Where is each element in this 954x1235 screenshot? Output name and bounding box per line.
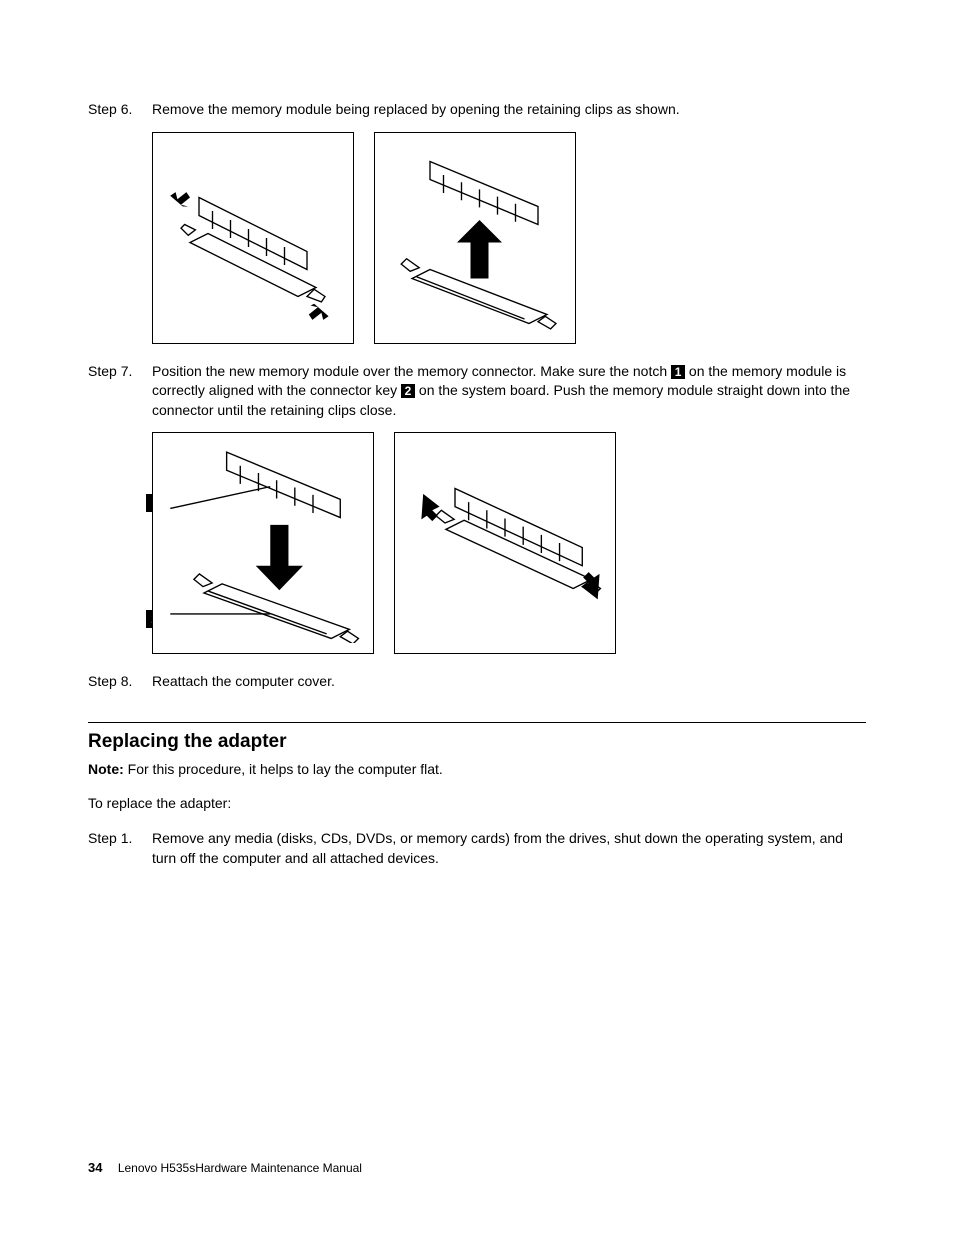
note-label: Note: xyxy=(88,761,124,777)
step-body: Remove any media (disks, CDs, DVDs, or m… xyxy=(152,829,866,868)
step-label: Step 7. xyxy=(88,362,152,421)
step-7: Step 7. Position the new memory module o… xyxy=(88,362,866,421)
footer-title: Lenovo H535sHardware Maintenance Manual xyxy=(118,1161,362,1175)
figure-close-clips xyxy=(394,432,616,654)
note: Note: For this procedure, it helps to la… xyxy=(88,761,866,777)
page-footer: 34 Lenovo H535sHardware Maintenance Manu… xyxy=(88,1160,362,1175)
step-body: Reattach the computer cover. xyxy=(152,672,866,692)
memory-insert-illustration xyxy=(163,443,363,643)
figure-remove-clips xyxy=(152,132,354,344)
step-label: Step 1. xyxy=(88,829,152,868)
adapter-step-1: Step 1. Remove any media (disks, CDs, DV… xyxy=(88,829,866,868)
page-number: 34 xyxy=(88,1160,102,1175)
intro-text: To replace the adapter: xyxy=(88,795,866,811)
section-heading: Replacing the adapter xyxy=(88,731,866,753)
step-body: Position the new memory module over the … xyxy=(152,362,866,421)
step7-text-a: Position the new memory module over the … xyxy=(152,363,671,379)
figure-remove-module xyxy=(374,132,576,344)
memory-remove-clips-illustration xyxy=(163,143,343,333)
memory-close-clips-illustration xyxy=(405,443,605,643)
figure-insert-module xyxy=(152,432,374,654)
step-8: Step 8. Reattach the computer cover. xyxy=(88,672,866,692)
callout-1-inline: 1 xyxy=(671,365,685,379)
step-6: Step 6. Remove the memory module being r… xyxy=(88,100,866,120)
section-divider xyxy=(88,722,866,723)
note-text: For this procedure, it helps to lay the … xyxy=(124,761,443,777)
step-label: Step 6. xyxy=(88,100,152,120)
figure-row-step6 xyxy=(152,132,866,344)
step-body: Remove the memory module being replaced … xyxy=(152,100,866,120)
memory-lift-illustration xyxy=(385,143,565,333)
figure-row-step7: 1 2 xyxy=(152,432,866,654)
callout-2-inline: 2 xyxy=(401,384,415,398)
step-label: Step 8. xyxy=(88,672,152,692)
